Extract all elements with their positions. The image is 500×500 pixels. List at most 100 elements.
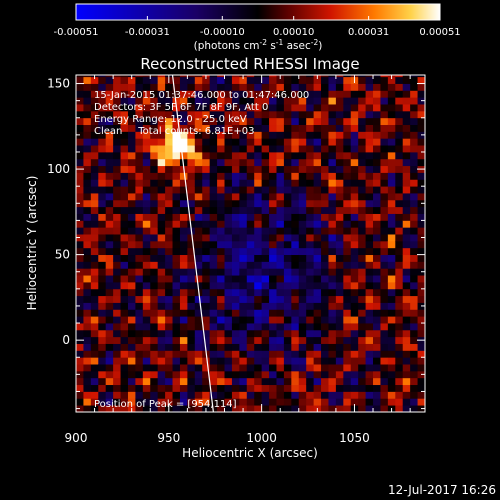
heatmap-cell (172, 220, 181, 228)
heatmap-cell (231, 145, 240, 153)
heatmap-cell (135, 83, 144, 91)
heatmap-cell (276, 398, 285, 406)
heatmap-cell (335, 145, 344, 153)
heatmap-cell (157, 234, 166, 242)
heatmap-cell (321, 138, 329, 146)
heatmap-cell (120, 76, 129, 84)
heatmap-cell (127, 124, 136, 132)
heatmap-cell (402, 275, 411, 283)
heatmap-cell (306, 179, 315, 187)
heatmap-cell (283, 138, 292, 146)
heatmap-cell (179, 199, 188, 208)
heatmap-cell (387, 288, 396, 297)
heatmap-cell (395, 234, 404, 242)
heatmap-cell (165, 186, 173, 194)
heatmap-cell (127, 398, 136, 406)
heatmap-cell (142, 350, 151, 358)
heatmap-cell (224, 172, 233, 180)
heatmap-cell (417, 295, 425, 303)
heatmap-cell (328, 193, 337, 201)
heatmap-cell (98, 90, 107, 98)
heatmap-cell (358, 234, 366, 242)
heatmap-cell (98, 350, 107, 358)
heatmap-cell (187, 309, 196, 317)
heatmap-cell (202, 179, 211, 187)
heatmap-cell (209, 131, 218, 139)
heatmap-cell (387, 165, 396, 173)
heatmap-cell (350, 145, 359, 153)
heatmap-cell (328, 302, 337, 310)
heatmap-cell (417, 220, 425, 228)
heatmap-cell (276, 179, 285, 187)
heatmap-cell (165, 90, 173, 98)
heatmap-cell (246, 158, 255, 167)
heatmap-cell (165, 193, 173, 201)
heatmap-cell (76, 275, 84, 283)
x-tick-label: 950 (157, 431, 180, 445)
heatmap-cell (328, 90, 337, 98)
heatmap-cell (83, 384, 92, 392)
heatmap-cell (120, 316, 129, 324)
heatmap-cell (209, 261, 218, 269)
heatmap-cell (194, 110, 203, 119)
heatmap-cell (83, 193, 92, 201)
heatmap-cell (172, 213, 181, 221)
heatmap-cell (417, 104, 425, 112)
heatmap-cell (76, 158, 84, 167)
heatmap-cell (98, 234, 107, 242)
heatmap-cell (113, 261, 121, 269)
heatmap-cell (358, 227, 366, 235)
heatmap-cell (179, 83, 188, 91)
heatmap-cell (261, 309, 270, 317)
heatmap-cell (254, 398, 263, 406)
heatmap-cell (365, 90, 374, 98)
heatmap-cell (90, 179, 99, 187)
heatmap-cell (83, 350, 92, 358)
heatmap-cell (306, 193, 315, 201)
heatmap-cell (90, 384, 99, 392)
heatmap-cell (321, 165, 329, 173)
heatmap-cell (231, 234, 240, 242)
heatmap-cell (410, 227, 418, 235)
heatmap-cell (194, 329, 203, 338)
heatmap-cell (179, 206, 188, 214)
heatmap-cell (254, 110, 263, 119)
heatmap-cell (283, 76, 292, 84)
heatmap-cell (165, 323, 173, 331)
heatmap-cell (127, 323, 136, 331)
heatmap-cell (187, 302, 196, 310)
heatmap-cell (76, 145, 84, 153)
heatmap-cell (179, 309, 188, 317)
heatmap-cell (321, 364, 329, 372)
heatmap-cell (194, 131, 203, 139)
heatmap-cell (105, 90, 114, 98)
heatmap-cell (202, 384, 211, 392)
heatmap-cell (269, 398, 277, 406)
heatmap-cell (283, 158, 292, 167)
heatmap-cell (209, 199, 218, 208)
heatmap-cell (335, 199, 344, 208)
heatmap-cell (127, 193, 136, 201)
heatmap-cell (150, 275, 159, 283)
heatmap-cell (395, 247, 404, 256)
heatmap-cell (269, 199, 277, 208)
heatmap-cell (395, 199, 404, 208)
heatmap-cell (358, 206, 366, 214)
heatmap-cell (380, 193, 389, 201)
heatmap-cell (358, 329, 366, 338)
heatmap-cell (150, 83, 159, 91)
heatmap-cell (417, 350, 425, 358)
heatmap-cell (239, 227, 248, 235)
heatmap-cell (98, 104, 107, 112)
heatmap-cell (76, 220, 84, 228)
heatmap-cell (194, 384, 203, 392)
heatmap-cell (373, 158, 381, 167)
heatmap-cell (172, 179, 181, 187)
heatmap-cell (306, 336, 315, 344)
heatmap-cell (239, 281, 248, 290)
heatmap-cell (254, 131, 263, 139)
heatmap-cell (165, 357, 173, 365)
heatmap-cell (76, 329, 84, 338)
heatmap-cell (105, 165, 114, 173)
heatmap-cell (373, 377, 381, 386)
